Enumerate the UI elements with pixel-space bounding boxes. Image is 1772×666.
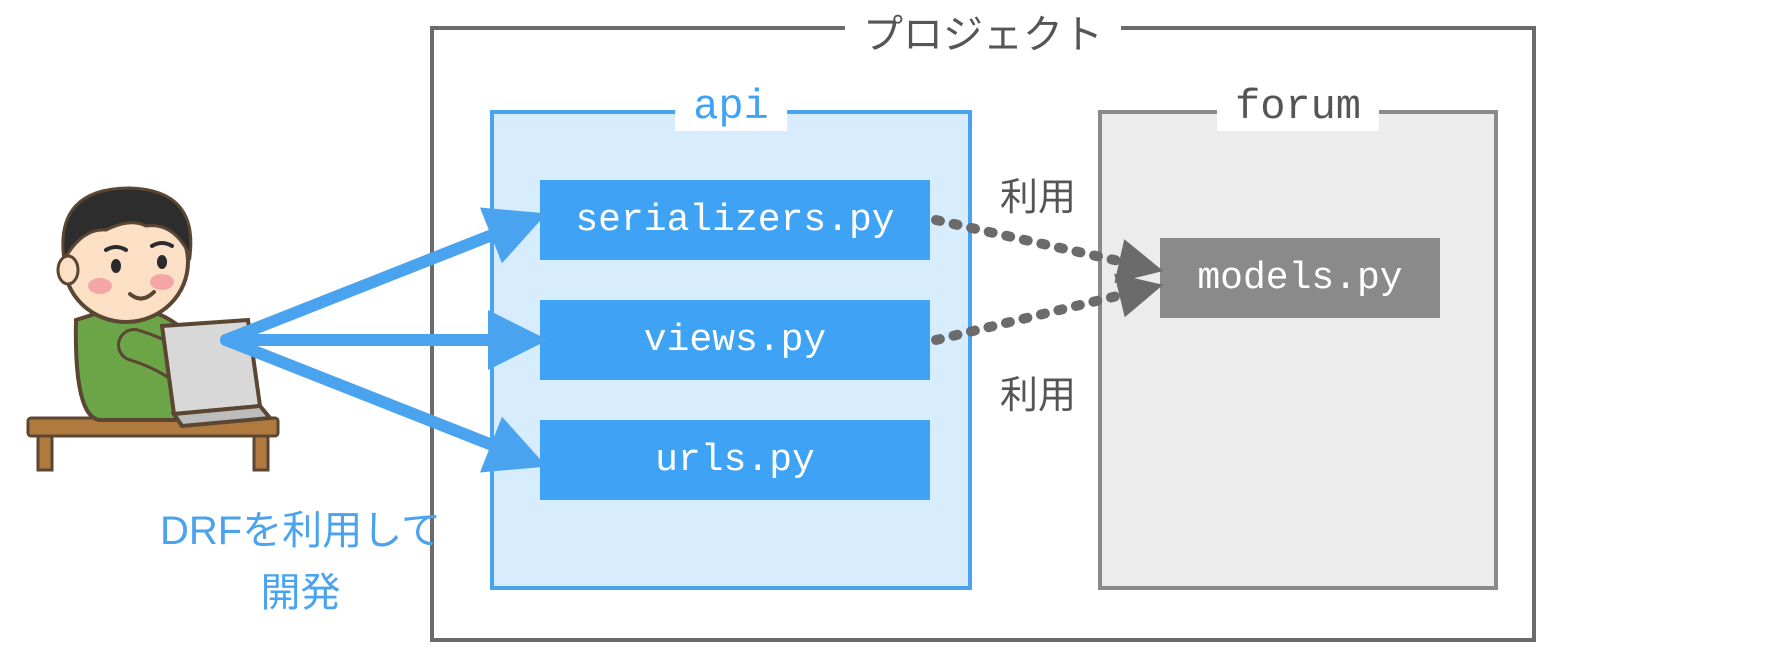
forum-box <box>1098 110 1498 590</box>
forum-title-text: forum <box>1235 83 1361 131</box>
diagram-stage: プロジェクト api serializers.py views.py urls.… <box>0 0 1772 666</box>
file-models-text: models.py <box>1197 257 1402 300</box>
file-urls: urls.py <box>540 420 930 500</box>
project-title: プロジェクト <box>845 2 1121 60</box>
file-serializers-text: serializers.py <box>575 199 894 242</box>
file-models: models.py <box>1160 238 1440 318</box>
use-label-2-text: 利用 <box>1000 375 1076 417</box>
use-label-1: 利用 <box>1000 166 1076 221</box>
drf-label-line1: DRFを利用して <box>160 500 441 562</box>
file-views: views.py <box>540 300 930 380</box>
api-title-text: api <box>693 83 769 131</box>
drf-label-line2: 開発 <box>160 562 441 624</box>
developer-figure <box>28 188 278 470</box>
file-urls-text: urls.py <box>655 439 815 482</box>
use-label-2: 利用 <box>1000 364 1076 419</box>
drf-label: DRFを利用して 開発 <box>160 500 441 624</box>
use-label-1-text: 利用 <box>1000 177 1076 219</box>
api-title: api <box>675 83 787 131</box>
file-serializers: serializers.py <box>540 180 930 260</box>
forum-title: forum <box>1217 83 1379 131</box>
file-views-text: views.py <box>644 319 826 362</box>
project-title-text: プロジェクト <box>863 13 1103 57</box>
